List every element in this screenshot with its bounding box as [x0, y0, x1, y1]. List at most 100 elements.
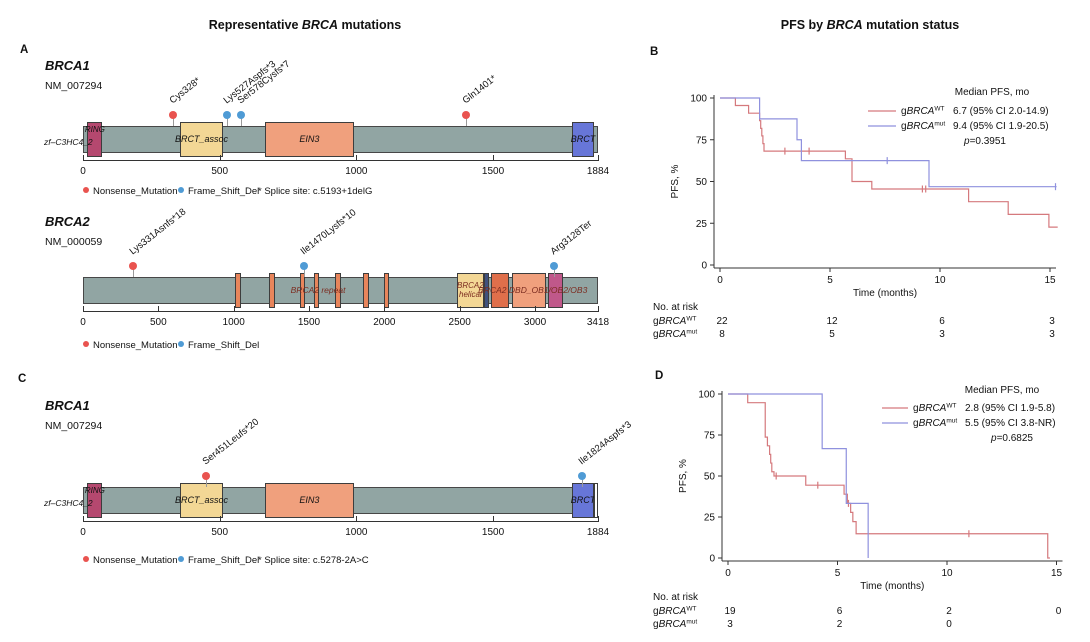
domain-repeat-7 — [383, 273, 389, 308]
mutation-label: Ile1824Aspfs*3 — [576, 419, 634, 468]
domain-repeat-4 — [313, 273, 319, 308]
domain-sublabel-ring: zf–C3HC4_2 — [44, 137, 93, 147]
gene-axis-line — [83, 521, 599, 522]
gene-axis-tick-label: 1884 — [586, 166, 610, 177]
gene-axis-tick — [356, 155, 358, 160]
x-axis-tick-label: 15 — [1044, 275, 1056, 286]
domain-repeat-2 — [269, 273, 275, 308]
legend-item-frameshift: Frame_Shift_Del — [178, 340, 259, 351]
gene-panel-brca1-top: BRCA1 NM_007294 RING zf–C3HC4_2 BRCT_assoc EI… — [0, 40, 640, 240]
domain-ein3: EIN3 — [265, 122, 354, 157]
km-plot-panel-d: 0 25 50 75 100 PFS, % 0 5 10 15 Time (months) Media… — [653, 385, 1063, 631]
risk-count: 2 — [946, 606, 952, 617]
domain-label-ring: RING — [84, 486, 105, 495]
x-axis-tick-label: 10 — [941, 568, 953, 579]
risk-count: 22 — [716, 316, 728, 327]
legend-median-wt: 6.7 (95% CI 2.0-14.9) — [953, 106, 1049, 117]
right-figure-title: PFS by BRCA mutation status — [650, 18, 1090, 32]
left-title-gene: BRCA — [301, 18, 338, 32]
lollipop-dot-nonsense — [461, 111, 470, 119]
domain-sep — [484, 273, 490, 308]
domain-label-ein3: EIN3 — [299, 134, 320, 144]
risk-count: 6 — [837, 606, 843, 617]
risk-count: 19 — [724, 606, 736, 617]
risk-table-title: No. at risk — [653, 302, 699, 313]
gene-axis-tick-label: 2000 — [373, 317, 396, 328]
risk-count: 0 — [946, 619, 952, 630]
domain-dbd-ob1 — [490, 273, 510, 308]
lollipop-dot-nonsense — [202, 472, 211, 480]
y-axis-title: PFS, % — [670, 164, 681, 198]
gene-axis-tick — [384, 306, 386, 311]
legend-group-label-mut: gBRCAmut — [901, 121, 945, 133]
risk-count: 0 — [1056, 606, 1062, 617]
frameshift-dot-icon — [178, 556, 184, 562]
domain-repeat-3 — [299, 273, 306, 308]
domain-ring — [86, 122, 103, 157]
legend-item-nonsense: Nonsense_Mutation — [83, 186, 178, 197]
transcript-id: NM_007294 — [45, 80, 103, 92]
domain-float-label-1: BRCA2 DBD_OB1/OB2/OB3 — [478, 285, 588, 295]
legend-header: Median PFS, mo — [955, 87, 1030, 98]
domain-brct: BRCT — [571, 483, 595, 518]
x-axis-tick-label: 0 — [725, 568, 731, 579]
left-figure-title: Representative BRCA mutations — [0, 18, 610, 32]
splice-site-note: * Splice site: c.5193+1delG — [258, 186, 373, 197]
mutation-label: Gln1401* — [460, 73, 499, 107]
y-axis-tick-label: 25 — [696, 219, 708, 230]
lollipop-dot-frameshift — [550, 262, 559, 270]
legend-median-mut: 5.5 (95% CI 3.8-NR) — [965, 418, 1056, 429]
gene-axis-tick-label: 500 — [211, 527, 229, 538]
transcript-id: NM_007294 — [45, 420, 103, 432]
panel-letter-d: D — [655, 370, 664, 382]
y-axis-tick-label: 75 — [704, 431, 716, 442]
gene-axis-tick — [356, 516, 358, 521]
x-axis-title: Time (months) — [853, 288, 917, 299]
domain-repeat-6 — [363, 273, 369, 308]
risk-count: 2 — [837, 619, 843, 630]
legend-header: Median PFS, mo — [965, 385, 1040, 396]
mutation-label: Ser451Leufs*20 — [200, 416, 262, 468]
frameshift-dot-icon — [178, 341, 184, 347]
x-axis-tick-label: 5 — [827, 275, 833, 286]
domain-brct-assoc: BRCT_assoc — [175, 483, 228, 518]
y-axis-tick-label: 50 — [704, 472, 716, 483]
risk-count: 3 — [727, 619, 733, 630]
domain-float-label-0: BRCA2 repeat — [290, 285, 346, 295]
gene-axis-tick — [158, 306, 160, 311]
gene-axis-tick-label: 0 — [80, 166, 86, 177]
gene-axis-tick — [233, 306, 235, 311]
legend-item-nonsense: Nonsense_Mutation — [83, 340, 178, 351]
y-axis-tick-label: 50 — [696, 177, 708, 188]
lollipop-stem — [172, 115, 174, 126]
x-axis-tick-label: 15 — [1051, 568, 1063, 579]
lollipop-stem — [227, 115, 229, 126]
lollipop-dot-frameshift — [223, 111, 232, 119]
domain-brct: BRCT — [570, 122, 596, 157]
gene-axis-tick-label: 1000 — [222, 317, 245, 328]
legend-group-label-wt: gBRCAWT — [913, 403, 956, 415]
domain-brct-assoc: BRCT_assoc — [175, 122, 228, 157]
gene-axis-tick — [459, 306, 461, 311]
right-title-prefix: PFS by — [780, 18, 827, 32]
y-axis-tick-label: 100 — [690, 94, 707, 105]
gene-axis-tick-label: 1000 — [345, 166, 368, 177]
x-axis-tick-label: 10 — [934, 275, 946, 286]
legend-item-nonsense: Nonsense_Mutation — [83, 555, 178, 566]
lollipop-stem — [465, 115, 467, 126]
lollipop-stem — [132, 266, 134, 277]
lollipop-dot-frameshift — [236, 111, 245, 119]
km-curve-gbrca-mut — [728, 393, 869, 558]
gene-axis-tick-label: 1500 — [297, 317, 321, 328]
domain-label-brct-assoc: BRCT_assoc — [174, 134, 228, 144]
gene-axis-tick — [598, 306, 599, 311]
lollipop-dot-nonsense — [168, 111, 177, 119]
p-value: p=0.6825 — [990, 433, 1033, 444]
km-curve-gbrca-wt — [728, 393, 1050, 559]
gene-axis-tick — [598, 155, 599, 160]
risk-row-label-mut: gBRCAmut — [653, 619, 697, 631]
nonsense-dot-icon — [83, 187, 89, 193]
domain-label-brct: BRCT — [570, 134, 596, 144]
km-curve-gbrca-wt — [720, 97, 1058, 228]
left-title-suffix: mutations — [338, 18, 402, 32]
